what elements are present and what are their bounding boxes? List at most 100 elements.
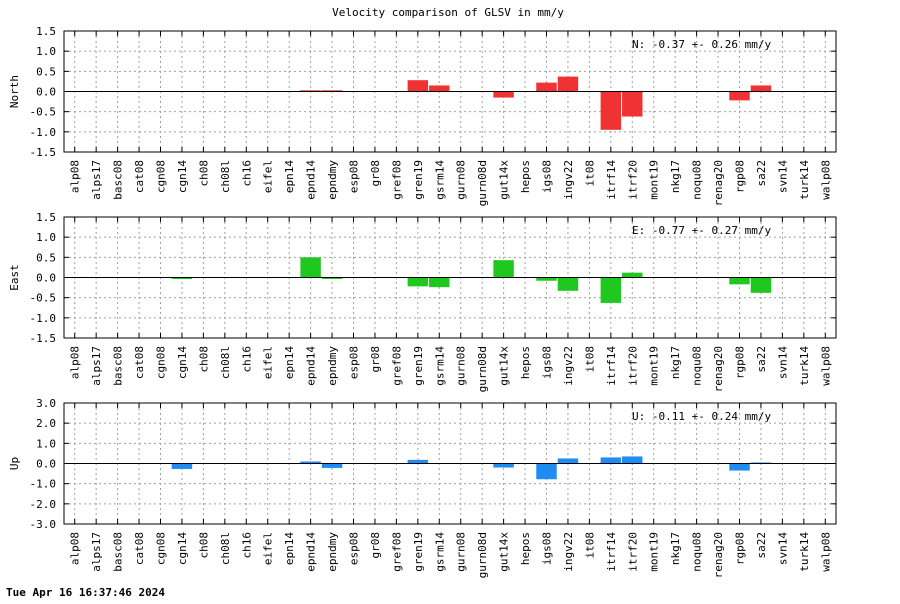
up-xtick-label: hepos (519, 532, 532, 565)
up-xtick-label: alps17 (90, 532, 103, 572)
up-ytick-label: 2.0 (36, 417, 56, 430)
east-xtick-label: nkg17 (669, 346, 682, 379)
up-xtick-label: gurn08d (476, 532, 489, 578)
up-ytick-label: 3.0 (36, 397, 56, 410)
east-xtick-label: itrf20 (626, 346, 639, 386)
east-bar-igs08 (536, 277, 557, 281)
north-annotation: N: -0.37 +- 0.26 mm/y (632, 38, 771, 51)
east-bar-epnd14 (300, 257, 321, 278)
north-ytick-label: -0.5 (30, 106, 57, 119)
north-xtick-label: alp08 (69, 160, 82, 193)
east-xtick-label: cgn14 (176, 346, 189, 379)
east-xtick-label: gref08 (390, 346, 403, 386)
up-bar-ingv22 (557, 458, 579, 464)
up-xtick-label: epnd14 (305, 532, 318, 572)
north-xtick-label: alps17 (90, 160, 103, 200)
up-xtick-label: renag20 (712, 532, 725, 578)
east-xtick-label: epn14 (283, 346, 296, 379)
up-xtick-label: walp08 (819, 532, 832, 572)
north-xtick-label: eifel (262, 160, 275, 193)
east-ytick-label: 0.5 (36, 251, 56, 264)
north-xtick-label: gren19 (412, 160, 425, 200)
east-xtick-label: alp08 (69, 346, 82, 379)
north-ytick-label: 1.0 (36, 45, 56, 58)
east-xtick-label: hepos (519, 346, 532, 379)
north-xtick-label: epnd14 (305, 160, 318, 200)
east-xtick-label: ch08 (197, 346, 210, 373)
east-xtick-label: igs08 (541, 346, 554, 379)
north-ytick-label: -1.5 (30, 146, 57, 159)
east-xtick-label: alps17 (90, 346, 103, 386)
north-xtick-label: rgp08 (734, 160, 747, 193)
north-bar-sa22 (750, 85, 772, 92)
up-bar-rgp08 (729, 463, 750, 471)
up-xtick-label: eifel (262, 532, 275, 565)
east-xtick-label: renag20 (712, 346, 725, 392)
up-bar-epnd14 (300, 461, 321, 464)
up-xtick-label: rgp08 (734, 532, 747, 565)
up-xtick-label: it08 (583, 532, 596, 559)
up-xtick-label: itrf20 (626, 532, 639, 572)
east-xtick-label: noqu08 (691, 346, 704, 386)
up-xtick-label: esp08 (348, 532, 361, 565)
east-xtick-label: gsrm14 (433, 346, 446, 386)
north-xtick-label: gurn08d (476, 160, 489, 206)
east-ytick-label: 0.0 (36, 272, 56, 285)
north-ytick-label: 0.5 (36, 65, 56, 78)
north-xtick-label: turk14 (798, 160, 811, 200)
up-xtick-label: ch08 (197, 532, 210, 559)
east-xtick-label: turk14 (798, 346, 811, 386)
east-plot-frame (63, 216, 837, 339)
east-xtick-label: svn14 (776, 346, 789, 379)
north-bar-ingv22 (557, 76, 579, 92)
north-plot-frame (63, 30, 837, 153)
east-xtick-label: epnd14 (305, 346, 318, 386)
north-xtick-label: gr08 (369, 160, 382, 187)
east-xtick-label: ch08l (219, 346, 232, 379)
east-xtick-label: gr08 (369, 346, 382, 373)
north-xtick-label: basc08 (112, 160, 125, 200)
east-ytick-label: -0.5 (30, 292, 57, 305)
east-xtick-label: mont19 (648, 346, 661, 386)
east-xtick-label: walp08 (819, 346, 832, 386)
north-bar-itrf20 (622, 91, 643, 117)
east-xtick-label: ch16 (240, 346, 253, 373)
north-xtick-label: itrf14 (605, 160, 618, 200)
north-xtick-label: renag20 (712, 160, 725, 206)
east-bar-gut14x (493, 260, 514, 278)
up-xtick-label: ch16 (240, 532, 253, 559)
east-xtick-label: ingv22 (562, 346, 575, 386)
up-bar-igs08 (536, 463, 557, 480)
east-bar-rgp08 (729, 277, 750, 285)
east-bar-itrf20 (622, 272, 643, 278)
north-bar-gren19 (407, 80, 429, 92)
north-xtick-label: gref08 (390, 160, 403, 200)
east-ytick-label: 1.0 (36, 231, 56, 244)
up-xtick-label: nkg17 (669, 532, 682, 565)
up-xtick-label: alp08 (69, 532, 82, 565)
north-xtick-label: esp08 (348, 160, 361, 193)
north-xtick-label: hepos (519, 160, 532, 193)
east-xtick-label: gren19 (412, 346, 425, 386)
north-xtick-label: ch08 (197, 160, 210, 187)
up-bar-itrf14 (600, 457, 622, 464)
up-xtick-label: gren19 (412, 532, 425, 572)
east-xtick-label: it08 (583, 346, 596, 373)
north-xtick-label: it08 (583, 160, 596, 187)
east-ytick-label: 1.5 (36, 211, 56, 224)
up-xtick-label: basc08 (112, 532, 125, 572)
east-xtick-label: cgn08 (155, 346, 168, 379)
east-bar-sa22 (750, 277, 772, 293)
up-xtick-label: itrf14 (605, 532, 618, 572)
east-annotation: E: -0.77 +- 0.27 mm/y (632, 224, 771, 237)
up-ytick-label: -3.0 (30, 518, 57, 531)
up-ytick-label: 0.0 (36, 458, 56, 471)
north-bar-gut14x (493, 91, 514, 98)
up-xtick-label: turk14 (798, 532, 811, 572)
east-xtick-label: sa22 (755, 346, 768, 373)
north-xtick-label: gurn08 (455, 160, 468, 200)
up-xtick-label: cgn14 (176, 532, 189, 565)
up-xtick-label: gut14x (498, 532, 511, 572)
east-ylabel: East (8, 264, 21, 291)
